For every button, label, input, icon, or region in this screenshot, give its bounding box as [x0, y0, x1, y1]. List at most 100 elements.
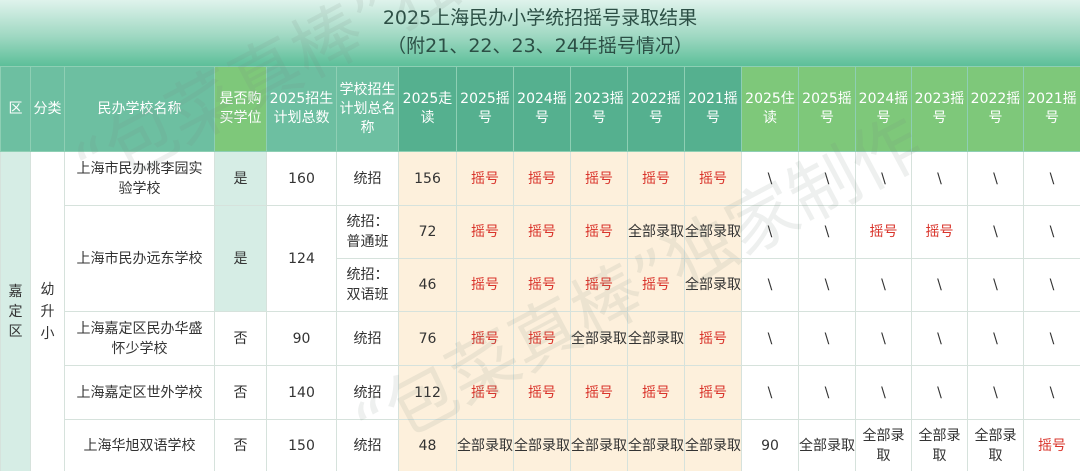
school-name: 上海市民办远东学校 — [64, 205, 215, 312]
plan-cell: 统招：普通班 — [336, 205, 399, 259]
header-cell: 2023摇号 — [911, 66, 968, 152]
lottery-cell: 全部录取 — [627, 419, 685, 471]
lottery-cell: 摇号 — [456, 258, 514, 312]
lottery-cell: \ — [855, 258, 912, 312]
school-name: 上海嘉定区世外学校 — [64, 365, 215, 420]
lottery-cell: \ — [855, 311, 912, 366]
lottery-cell: 全部录取 — [627, 311, 685, 366]
day-count: 48 — [398, 419, 457, 471]
lottery-cell: 摇号 — [456, 311, 514, 366]
lottery-cell: 摇号 — [513, 258, 571, 312]
day-count: 156 — [398, 151, 457, 206]
plan-cell: 统招 — [336, 311, 399, 366]
lottery-cell: 摇号 — [570, 258, 628, 312]
lottery-cell: 全部录取 — [456, 419, 514, 471]
lottery-cell: 全部录取 — [798, 419, 856, 471]
lottery-cell: 全部录取 — [684, 419, 742, 471]
lottery-cell: 摇号 — [456, 365, 514, 420]
lottery-cell: \ — [798, 365, 856, 420]
lottery-cell: 全部录取 — [570, 311, 628, 366]
buy-cell: 否 — [214, 311, 267, 366]
header-cell: 2021摇号 — [1023, 66, 1080, 152]
lottery-cell: 全部录取 — [570, 419, 628, 471]
header-cell: 2024摇号 — [855, 66, 912, 152]
lottery-cell: 摇号 — [513, 365, 571, 420]
results-table: 区 分类 民办学校名称 是否购买学位 2025招生计划总数 学校招生计划总名称 … — [0, 66, 1080, 471]
lottery-cell: \ — [911, 311, 968, 366]
lottery-cell: 全部录取 — [513, 419, 571, 471]
lottery-cell: 摇号 — [684, 365, 742, 420]
lottery-cell: \ — [1023, 258, 1080, 312]
header-cell: 民办学校名称 — [64, 66, 215, 152]
lottery-cell: \ — [798, 151, 856, 206]
lottery-cell: \ — [798, 258, 856, 312]
lottery-cell: 摇号 — [513, 311, 571, 366]
header-cell: 2025摇号 — [456, 66, 514, 152]
lottery-cell: 摇号 — [627, 151, 685, 206]
total-cell: 140 — [266, 365, 337, 420]
total-cell: 160 — [266, 151, 337, 206]
lottery-cell: 摇号 — [513, 151, 571, 206]
district-cell: 嘉定区 — [0, 151, 31, 471]
lottery-cell: \ — [855, 151, 912, 206]
lottery-cell: 摇号 — [513, 205, 571, 259]
lottery-cell: 摇号 — [855, 205, 912, 259]
lottery-cell: \ — [1023, 311, 1080, 366]
header-cell: 是否购买学位 — [214, 66, 267, 152]
lottery-cell: 摇号 — [570, 365, 628, 420]
lottery-cell: 全部录取 — [627, 205, 685, 259]
page-title: 2025上海民办小学统招摇号录取结果 — [382, 7, 698, 29]
lottery-cell: \ — [967, 205, 1024, 259]
school-name: 上海市民办桃李园实验学校 — [64, 151, 215, 206]
plan-cell: 统招 — [336, 365, 399, 420]
lottery-cell: 摇号 — [684, 151, 742, 206]
lottery-cell: \ — [911, 151, 968, 206]
category-cell: 幼升小 — [30, 151, 65, 471]
header-cell: 2022摇号 — [967, 66, 1024, 152]
lottery-cell: \ — [855, 365, 912, 420]
table-row: 上海嘉定区民办华盛怀少学校 否 90 统招 76 摇号 摇号 全部录取 全部录取… — [1, 311, 1080, 366]
lottery-cell: \ — [911, 365, 968, 420]
lottery-cell: 摇号 — [570, 205, 628, 259]
buy-cell: 否 — [214, 365, 267, 420]
lottery-cell: \ — [1023, 151, 1080, 206]
header-cell: 2021摇号 — [684, 66, 742, 152]
title-bar: 2025上海民办小学统招摇号录取结果 （附21、22、23、24年摇号情况） — [0, 0, 1080, 66]
header-cell: 2022摇号 — [627, 66, 685, 152]
header-cell: 2025摇号 — [798, 66, 856, 152]
lottery-cell: 摇号 — [627, 365, 685, 420]
lottery-cell: 全部录取 — [684, 205, 742, 259]
lottery-cell: 全部录取 — [967, 419, 1024, 471]
header-cell: 2025招生计划总数 — [266, 66, 337, 152]
lottery-cell: \ — [798, 311, 856, 366]
table-row: 上海嘉定区世外学校 否 140 统招 112 摇号 摇号 摇号 摇号 摇号 \ … — [1, 365, 1080, 420]
day-count: 46 — [398, 258, 457, 312]
lottery-cell: 摇号 — [456, 205, 514, 259]
day-count: 112 — [398, 365, 457, 420]
header-cell: 2023摇号 — [570, 66, 628, 152]
table-row: 嘉定区 幼升小 上海市民办桃李园实验学校 是 160 统招 156 摇号 摇号 … — [0, 151, 1080, 471]
school-name: 上海嘉定区民办华盛怀少学校 — [64, 311, 215, 366]
day-count: 72 — [398, 205, 457, 259]
lottery-cell: 摇号 — [684, 311, 742, 366]
day-count: 76 — [398, 311, 457, 366]
lottery-cell: \ — [1023, 365, 1080, 420]
lottery-cell: \ — [967, 311, 1024, 366]
plan-cell: 统招 — [336, 151, 399, 206]
header-row: 区 分类 民办学校名称 是否购买学位 2025招生计划总数 学校招生计划总名称 … — [0, 66, 1080, 152]
school-name: 上海华旭双语学校 — [64, 419, 215, 471]
plan-cell: 统招：双语班 — [336, 258, 399, 312]
buy-cell: 是 — [214, 205, 267, 312]
lottery-cell: \ — [1023, 205, 1080, 259]
table-row: 上海华旭双语学校 否 150 统招 48 全部录取 全部录取 全部录取 全部录取… — [1, 419, 1080, 471]
table-row: 上海市民办远东学校 是 124 统招：普通班 72 摇号 摇号 摇号 全部录取 … — [1, 205, 1080, 312]
lottery-cell: 摇号 — [911, 205, 968, 259]
header-cell: 2025走读 — [398, 66, 457, 152]
board-count: 90 — [741, 419, 799, 471]
buy-cell: 否 — [214, 419, 267, 471]
lottery-cell: 摇号 — [570, 151, 628, 206]
lottery-cell: \ — [967, 365, 1024, 420]
buy-cell: 是 — [214, 151, 267, 206]
header-cell: 区 — [0, 66, 31, 152]
lottery-cell: 全部录取 — [911, 419, 968, 471]
